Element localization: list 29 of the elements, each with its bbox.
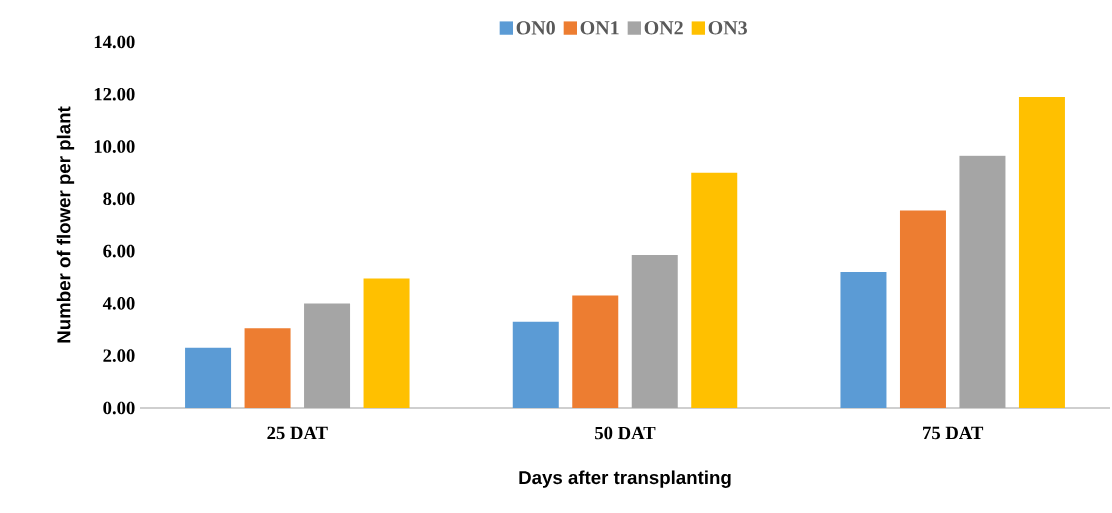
legend-label: ON2 <box>644 21 683 35</box>
bar <box>631 255 678 408</box>
x-tick-label: 25 DAT <box>267 426 328 440</box>
bar <box>959 155 1006 408</box>
y-tick-label: 2.00 <box>103 349 135 363</box>
legend-label: ON0 <box>516 21 555 35</box>
y-tick-label: 10.00 <box>94 140 135 153</box>
legend-label: ON3 <box>708 21 747 35</box>
y-tick-label: 14.00 <box>94 35 135 49</box>
bar <box>363 278 410 408</box>
legend-label: ON1 <box>580 21 619 35</box>
x-axis-title: Days after transplanting <box>519 470 731 488</box>
y-tick-label: 8.00 <box>103 192 135 206</box>
y-axis-title: Number of flower per plant <box>56 106 75 343</box>
bar <box>840 272 887 408</box>
bar <box>572 295 619 408</box>
y-tick-label: 4.00 <box>102 297 135 310</box>
x-tick-label: 50 DAT <box>595 426 656 440</box>
bar <box>691 172 738 408</box>
y-tick-label: 6.00 <box>103 244 135 258</box>
x-tick-label: 75 DAT <box>923 426 984 440</box>
y-tick-label: 12.00 <box>94 87 135 101</box>
y-tick-label: 0.00 <box>103 401 135 415</box>
bar <box>512 321 559 408</box>
bar <box>899 210 946 408</box>
bar <box>185 347 232 408</box>
bar <box>1018 96 1065 408</box>
bar <box>244 328 291 408</box>
bar <box>304 303 351 408</box>
